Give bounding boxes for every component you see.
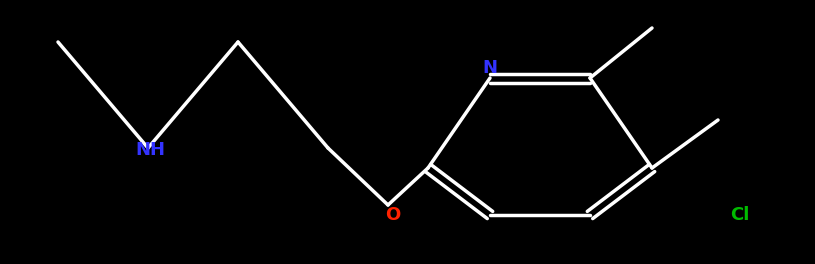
Text: Cl: Cl: [730, 206, 750, 224]
Text: O: O: [385, 206, 401, 224]
Text: N: N: [482, 59, 497, 77]
Text: NH: NH: [135, 141, 165, 159]
